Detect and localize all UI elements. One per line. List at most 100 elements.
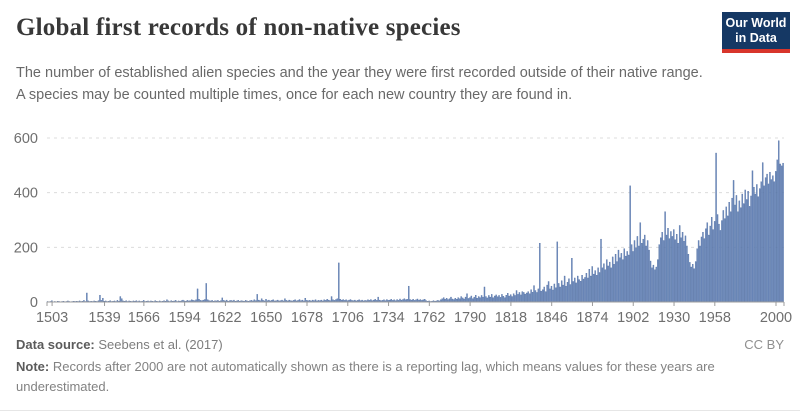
bar-1924[interactable]	[664, 211, 666, 302]
bar-1981[interactable]	[747, 190, 749, 302]
bar-1780[interactable]	[454, 297, 457, 302]
bar-1798[interactable]	[480, 294, 483, 302]
bar-1978[interactable]	[743, 202, 745, 302]
bar-1863[interactable]	[575, 282, 577, 302]
bar-1955[interactable]	[709, 225, 711, 302]
bar-1900[interactable]	[629, 185, 631, 302]
bar-1959[interactable]	[715, 152, 717, 302]
bar-1885[interactable]	[607, 265, 609, 302]
bar-1887[interactable]	[610, 267, 612, 302]
bar-1903[interactable]	[633, 239, 636, 302]
bar-1873[interactable]	[590, 275, 592, 302]
bar-1828[interactable]	[524, 293, 526, 302]
bar-1962[interactable]	[719, 229, 722, 302]
bar-1921[interactable]	[660, 237, 662, 302]
bar-1894[interactable]	[620, 252, 623, 302]
bar-1877[interactable]	[595, 274, 598, 302]
bar-1843[interactable]	[546, 284, 548, 302]
bar-1823[interactable]	[517, 293, 519, 302]
bar-1866[interactable]	[579, 280, 582, 302]
bar-1950[interactable]	[702, 231, 704, 302]
bar-1936[interactable]	[681, 231, 684, 302]
bar-1914[interactable]	[649, 260, 652, 302]
bar-1919[interactable]	[657, 258, 659, 302]
bar-1859[interactable]	[569, 283, 572, 302]
bar-2002[interactable]	[777, 140, 780, 302]
bar-1945[interactable]	[694, 260, 697, 302]
bar-1818[interactable]	[509, 293, 512, 302]
bar-1805[interactable]	[491, 293, 493, 302]
bar-1850[interactable]	[556, 241, 559, 302]
bar-1937[interactable]	[683, 240, 685, 302]
bar-1794[interactable]	[475, 294, 477, 302]
bar-1784[interactable]	[460, 295, 462, 302]
bar-2001[interactable]	[776, 159, 778, 302]
bar-1811[interactable]	[499, 296, 502, 302]
bar-1995[interactable]	[767, 183, 770, 302]
bar-1928[interactable]	[670, 230, 672, 302]
bar-1974[interactable]	[737, 211, 739, 302]
bar-1785[interactable]	[461, 297, 464, 302]
bar-1932[interactable]	[676, 233, 678, 302]
bar-1910[interactable]	[643, 234, 646, 302]
bar-1966[interactable]	[725, 206, 727, 302]
bar-1915[interactable]	[651, 267, 653, 302]
bar-1992[interactable]	[763, 185, 765, 302]
bar-1917[interactable]	[654, 269, 656, 302]
bar-1899[interactable]	[627, 254, 630, 302]
bar-1867[interactable]	[581, 274, 583, 302]
bar-1986[interactable]	[754, 193, 757, 302]
bar-1889[interactable]	[613, 263, 615, 302]
bar-1984[interactable]	[751, 170, 754, 302]
bar-1700[interactable]	[338, 262, 340, 302]
bar-1968[interactable]	[728, 201, 730, 302]
bar-1912[interactable]	[646, 239, 649, 302]
bar-1925[interactable]	[665, 234, 668, 302]
bar-1527[interactable]	[86, 292, 88, 302]
bar-1989[interactable]	[759, 187, 761, 302]
bar-1804[interactable]	[489, 296, 492, 302]
bar-1976[interactable]	[740, 207, 742, 302]
bar-1886[interactable]	[609, 261, 611, 302]
bar-1834[interactable]	[533, 284, 535, 302]
bar-1880[interactable]	[600, 238, 602, 302]
bar-1870[interactable]	[585, 272, 588, 302]
bar-1987[interactable]	[756, 183, 758, 302]
bar-1844[interactable]	[547, 280, 550, 302]
bar-2000[interactable]	[775, 170, 777, 302]
bar-1949[interactable]	[700, 236, 703, 302]
bar-1620[interactable]	[221, 297, 224, 302]
bar-1695[interactable]	[330, 295, 333, 302]
bar-1999[interactable]	[773, 181, 776, 302]
bar-1793[interactable]	[473, 296, 475, 302]
bar-1790[interactable]	[469, 296, 471, 302]
bar-1782[interactable]	[457, 296, 459, 302]
bar-1868[interactable]	[582, 278, 585, 302]
bar-1927[interactable]	[668, 237, 671, 302]
bar-1897[interactable]	[625, 255, 627, 302]
bar-1727[interactable]	[377, 296, 379, 302]
bar-1979[interactable]	[744, 189, 746, 302]
bar-1975[interactable]	[738, 200, 741, 302]
bar-1922[interactable]	[661, 231, 663, 302]
bar-1821[interactable]	[514, 294, 516, 302]
bar-1791[interactable]	[470, 295, 473, 302]
bar-1536[interactable]	[99, 294, 101, 302]
bar-1862[interactable]	[574, 277, 576, 302]
bar-1816[interactable]	[507, 292, 509, 302]
bar-1855[interactable]	[563, 275, 566, 302]
bar-1895[interactable]	[622, 258, 624, 302]
bar-1796[interactable]	[477, 295, 480, 302]
bar-1972[interactable]	[734, 204, 736, 302]
bar-1971[interactable]	[732, 179, 735, 302]
bar-1884[interactable]	[606, 258, 608, 302]
bar-1908[interactable]	[641, 242, 643, 302]
bar-1748[interactable]	[408, 285, 410, 302]
bar-1939[interactable]	[686, 245, 688, 302]
bar-1907[interactable]	[639, 222, 642, 302]
bar-1929[interactable]	[671, 235, 674, 302]
bar-1998[interactable]	[772, 175, 774, 302]
bar-1603[interactable]	[196, 288, 199, 302]
bar-1609[interactable]	[205, 282, 207, 302]
bar-1810[interactable]	[498, 294, 500, 302]
